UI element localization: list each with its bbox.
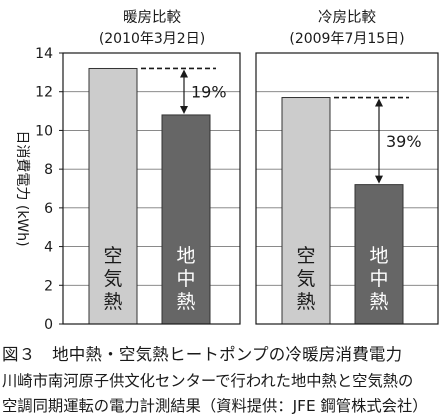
y-tick-label: 12 [35,85,53,101]
figure-caption-title: 図３ 地中熱・空気熱ヒートポンプの冷暖房消費電力 [2,345,403,364]
y-tick-label: 0 [44,317,53,333]
y-tick-label: 6 [44,201,53,217]
heating-category-label-air-source: 空気熱 [103,245,122,313]
heating-arrowhead-up [180,69,188,78]
heating-chart: 暖房比較 (2010年3月2日) 0 2 4 6 8 10 12 14 日消費電力 (kWh) 空気熱… [14,8,241,333]
heating-reduction-label: 19% [191,83,227,102]
cooling-plot-frame [255,52,439,325]
heating-category-label-ground-source: 地中熱 [176,245,195,313]
heating-chart-subtitle: (2010年3月2日) [99,31,205,47]
cooling-bar-ground-source [354,184,404,325]
figure-caption-line-2: 空調同期運転の電力計測結果（資料提供：JFE 鋼管株式会社） [2,397,428,415]
heating-bar-air-source [88,67,138,325]
cooling-reduction-label: 39% [386,132,422,151]
cooling-chart-title: 冷房比較 [318,8,376,26]
cooling-arrowhead-up [375,98,383,107]
y-tick-label: 4 [44,240,53,256]
y-axis-label: 日消費電力 (kWh) [14,130,30,246]
heating-bar-ground-source [161,114,211,325]
heating-chart-title: 暖房比較 [123,8,181,26]
y-tick-label: 14 [35,46,53,62]
y-tick-label: 2 [44,278,53,294]
figure-caption-line-1: 川崎市南河原子供文化センターで行われた地中熱と空気熱の [2,372,414,390]
cooling-category-label-ground-source: 地中熱 [369,245,388,313]
heating-plot-frame [62,52,241,325]
y-tick-label: 8 [44,162,53,178]
cooling-chart: 冷房比較 (2009年7月15日) 空気熱 地中熱 39% [255,8,439,325]
cooling-arrowhead-down [375,175,383,184]
heating-arrowhead-down [180,105,188,114]
y-tick-label: 10 [35,123,53,139]
cooling-category-label-air-source: 空気熱 [296,245,315,313]
cooling-chart-subtitle: (2009年7月15日) [289,31,404,47]
